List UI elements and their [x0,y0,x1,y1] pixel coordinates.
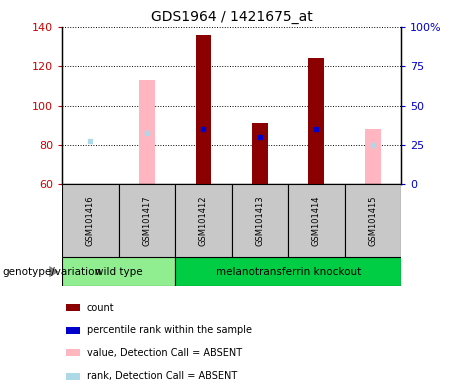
Bar [65,327,80,334]
Bar [175,184,231,257]
Text: genotype/variation: genotype/variation [2,266,101,277]
Text: GSM101412: GSM101412 [199,195,208,246]
Text: GSM101417: GSM101417 [142,195,152,246]
Bar [62,184,118,257]
Text: GSM101414: GSM101414 [312,195,321,246]
Bar [288,184,344,257]
Text: rank, Detection Call = ABSENT: rank, Detection Call = ABSENT [87,371,237,381]
Bar [175,257,401,286]
Text: wild type: wild type [95,266,142,277]
Text: GSM101415: GSM101415 [368,195,378,246]
Bar [365,129,381,184]
Text: percentile rank within the sample: percentile rank within the sample [87,325,252,335]
Bar [65,349,80,356]
Text: value, Detection Call = ABSENT: value, Detection Call = ABSENT [87,348,242,358]
Bar [118,184,175,257]
Bar [252,123,268,184]
Bar [308,58,324,184]
Bar [62,257,175,286]
Bar [65,373,80,380]
Text: count: count [87,303,114,313]
Bar [65,304,80,311]
Text: GSM101413: GSM101413 [255,195,265,246]
Text: melanotransferrin knockout: melanotransferrin knockout [215,266,361,277]
Bar [344,184,401,257]
Polygon shape [49,266,59,277]
Bar [231,184,288,257]
Text: GSM101416: GSM101416 [86,195,95,246]
Bar [139,80,155,184]
Bar [195,35,211,184]
Title: GDS1964 / 1421675_at: GDS1964 / 1421675_at [151,10,313,25]
